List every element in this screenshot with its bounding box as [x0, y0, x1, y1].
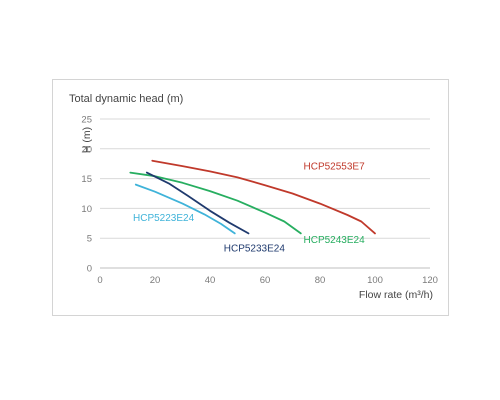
series-line-hcp5233e24	[145, 171, 250, 235]
series-labels: HCP52553E7 HCP5243E24 HCP5233E24 HCP5223E24	[133, 162, 365, 255]
x-axis-title: Flow rate (m³/h)	[359, 289, 433, 301]
x-tick-labels: 0 20 40 60 80 100 120	[97, 275, 438, 286]
series-lines	[129, 159, 376, 235]
x-tick-label-0: 0	[97, 275, 102, 286]
x-tick-label-20: 20	[150, 275, 161, 286]
x-tick-label-120: 120	[422, 275, 438, 286]
y-tick-label-25: 25	[81, 115, 92, 126]
y-tick-labels: 0 5 10 15 20 25	[81, 115, 92, 275]
y-tick-label-0: 0	[87, 264, 92, 275]
y-tick-label-10: 10	[81, 204, 92, 215]
series-line-hcp5223e24	[134, 183, 236, 235]
x-tick-label-60: 60	[260, 275, 271, 286]
series-line-hcp52553e7	[151, 159, 376, 235]
x-tick-label-40: 40	[205, 275, 216, 286]
series-label-hcp52553e7: HCP52553E7	[304, 162, 366, 173]
y-tick-label-15: 15	[81, 174, 92, 185]
y-tick-label-5: 5	[87, 234, 92, 245]
x-tick-label-100: 100	[367, 275, 383, 286]
y-axis-title: H (m)	[81, 127, 93, 153]
chart-title: Total dynamic head (m)	[69, 93, 183, 105]
series-label-hcp5223e24: HCP5223E24	[133, 213, 195, 224]
series-label-hcp5233e24: HCP5233E24	[224, 243, 286, 254]
series-label-hcp5243e24: HCP5243E24	[304, 235, 366, 246]
gridlines	[100, 118, 430, 239]
x-tick-label-80: 80	[315, 275, 326, 286]
y-tick-label-20: 20	[81, 144, 92, 155]
series-line-hcp5243e24	[129, 171, 302, 235]
